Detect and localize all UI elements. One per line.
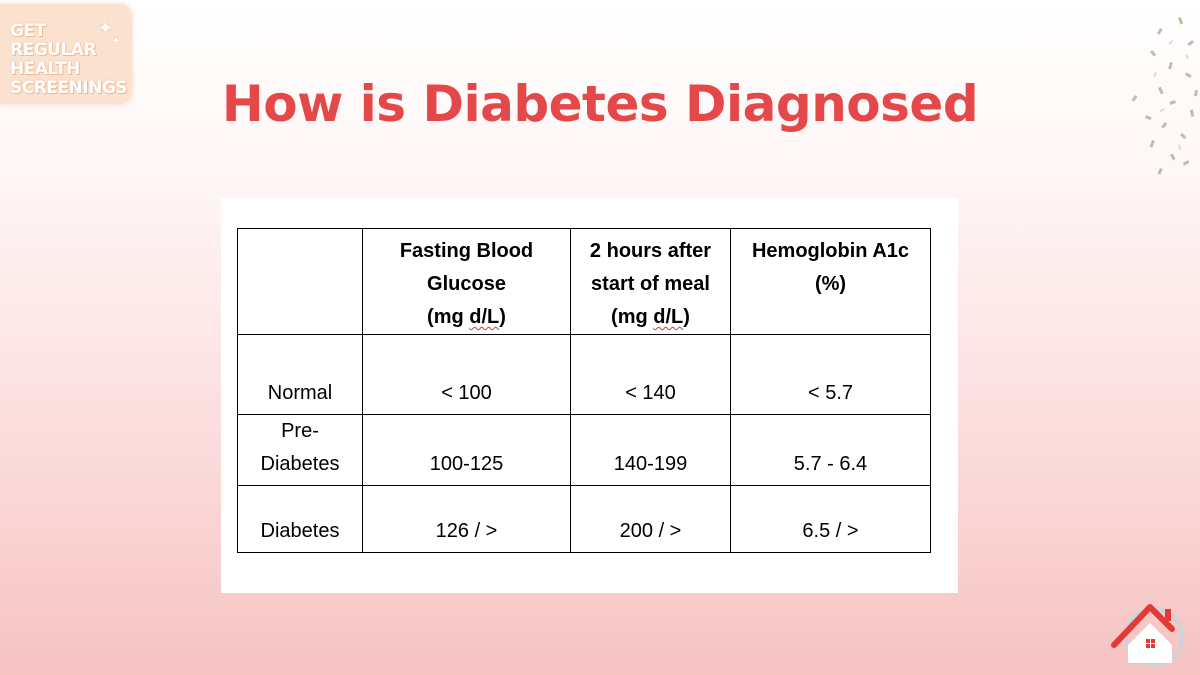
unit-text: d/L bbox=[653, 306, 684, 328]
row-label: Normal bbox=[237, 334, 363, 415]
table-cell: < 100 bbox=[362, 334, 571, 415]
badge-text: GET REGULAR HEALTH SCREENINGS bbox=[10, 21, 128, 98]
page-title: How is Diabetes Diagnosed bbox=[221, 75, 979, 133]
sparkle-icon: ✦ bbox=[98, 18, 114, 39]
header-line: 2 hours after bbox=[589, 240, 712, 262]
row-label: Diabetes bbox=[237, 485, 363, 553]
row-label-text: Diabetes bbox=[260, 520, 340, 542]
header-line: (mg d/L) bbox=[427, 306, 506, 328]
header-fasting: Fasting Blood Glucose (mg d/L) bbox=[362, 228, 571, 335]
diagnosis-table: Fasting Blood Glucose (mg d/L) 2 hours a… bbox=[237, 228, 931, 553]
badge-line: GET bbox=[10, 21, 46, 41]
table-cell: 6.5 / > bbox=[730, 485, 931, 553]
table-cell: 126 / > bbox=[362, 485, 571, 553]
table-cell: 200 / > bbox=[570, 485, 731, 553]
row-label-text: Pre- bbox=[281, 420, 319, 442]
table-cell: 100-125 bbox=[362, 414, 571, 486]
header-line: Glucose bbox=[427, 273, 506, 295]
table-cell: < 140 bbox=[570, 334, 731, 415]
table-cell: < 5.7 bbox=[730, 334, 931, 415]
confetti-icon bbox=[1131, 16, 1198, 175]
row-label-text: Diabetes bbox=[260, 453, 340, 475]
header-two-hours: 2 hours after start of meal (mg d/L) bbox=[570, 228, 731, 335]
header-a1c: Hemoglobin A1c (%) bbox=[730, 228, 931, 335]
unit-text: d/L bbox=[469, 306, 500, 328]
header-empty bbox=[237, 228, 363, 335]
table-row: Pre- Diabetes 100-125 140-199 5.7 - 6.4 bbox=[237, 414, 931, 486]
table-header-row: Fasting Blood Glucose (mg d/L) 2 hours a… bbox=[237, 228, 931, 335]
row-label: Pre- Diabetes bbox=[237, 414, 363, 486]
badge-line: REGULAR bbox=[10, 40, 97, 60]
badge-line: HEALTH bbox=[10, 59, 80, 79]
screening-badge: GET REGULAR HEALTH SCREENINGS ✦ ✦ bbox=[0, 4, 132, 104]
home-heart-logo-icon bbox=[1111, 604, 1184, 667]
sparkle-icon: ✦ bbox=[112, 36, 121, 47]
badge-line: SCREENINGS bbox=[10, 78, 128, 98]
table-row: Diabetes 126 / > 200 / > 6.5 / > bbox=[237, 485, 931, 553]
row-label-text: Normal bbox=[267, 382, 333, 404]
header-line: start of meal bbox=[591, 273, 710, 295]
header-line: Hemoglobin A1c bbox=[751, 240, 910, 262]
header-line: (mg d/L) bbox=[611, 306, 690, 328]
header-line: (%) bbox=[814, 273, 847, 295]
header-line: Fasting Blood bbox=[399, 240, 534, 262]
table-row: Normal < 100 < 140 < 5.7 bbox=[237, 334, 931, 415]
table-cell: 5.7 - 6.4 bbox=[730, 414, 931, 486]
table-cell: 140-199 bbox=[570, 414, 731, 486]
table-card: Fasting Blood Glucose (mg d/L) 2 hours a… bbox=[221, 198, 958, 593]
